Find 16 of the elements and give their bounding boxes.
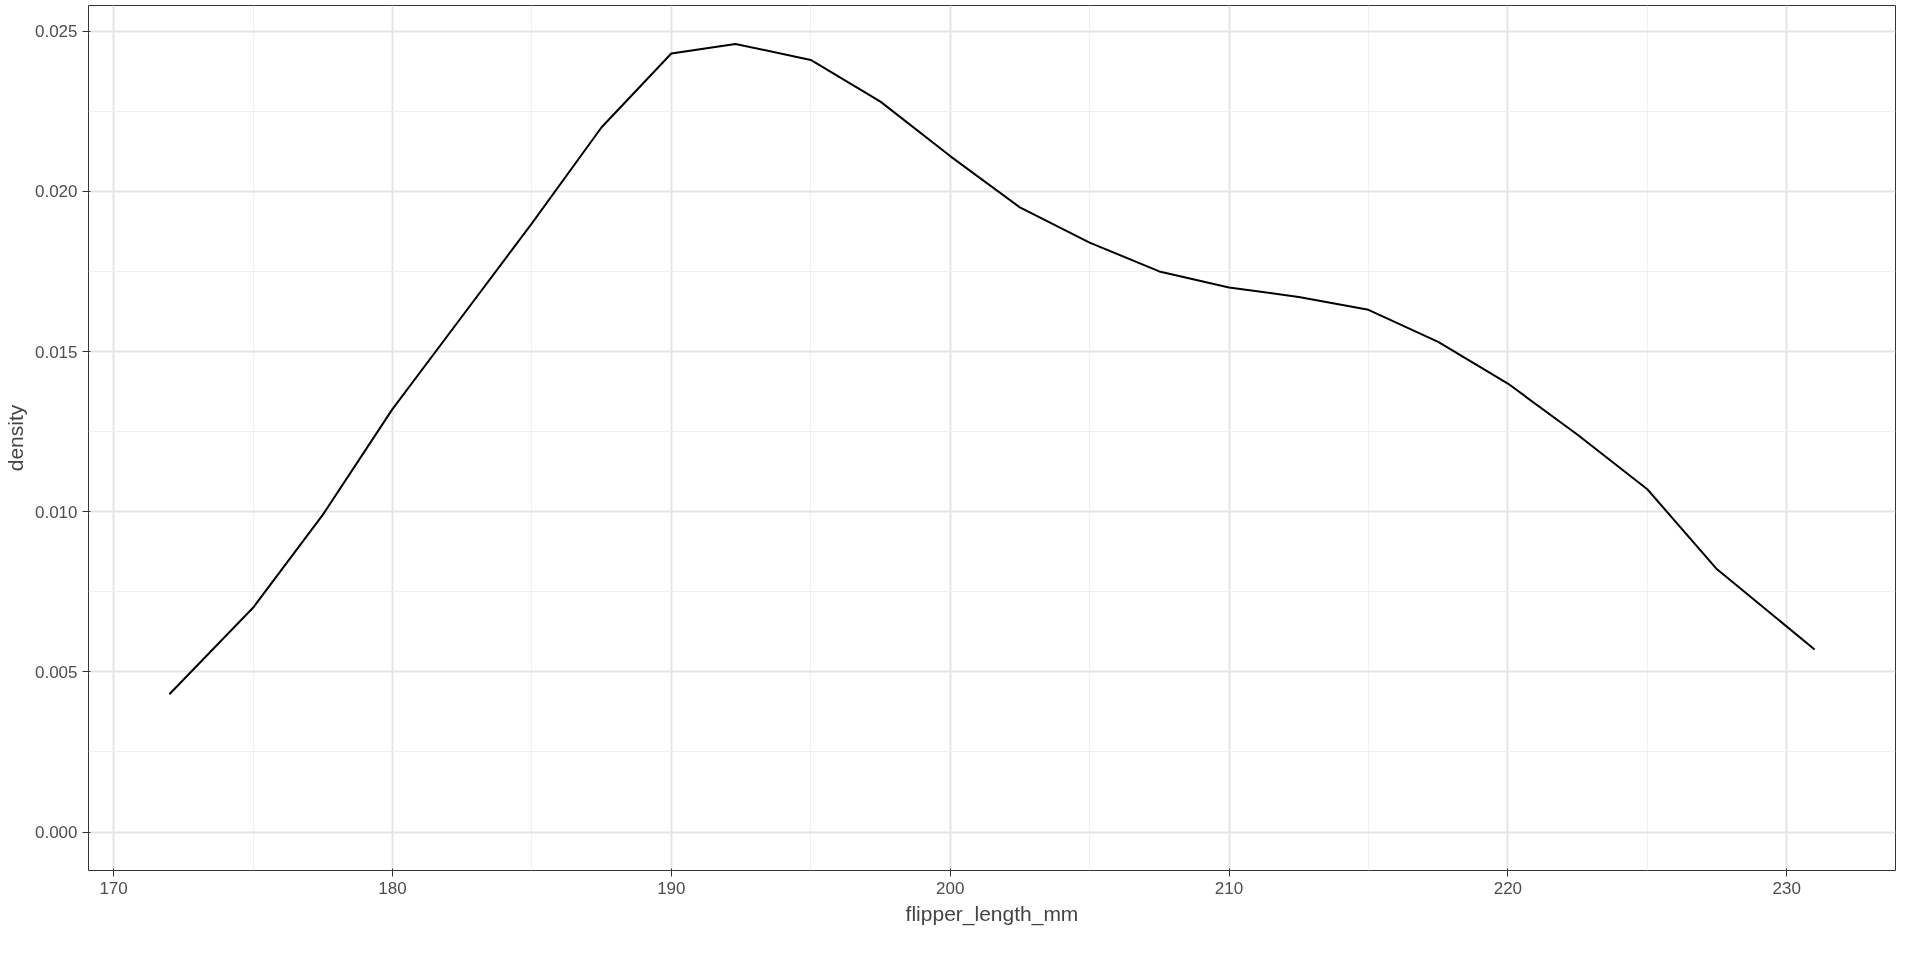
- x-tick-label: 210: [1214, 878, 1244, 898]
- y-tick-label: 0.020: [34, 182, 78, 202]
- x-axis-title: flipper_length_mm: [905, 901, 1079, 926]
- x-tick-label: 200: [935, 878, 965, 898]
- x-tick-label: 170: [99, 878, 128, 898]
- y-tick-label: 0.025: [34, 22, 78, 42]
- y-axis-title: density: [3, 404, 27, 472]
- x-tick-label: 220: [1493, 878, 1523, 898]
- x-tick-label: 180: [378, 878, 407, 898]
- y-tick-label: 0.015: [34, 342, 78, 362]
- x-tick-label: 230: [1772, 878, 1801, 898]
- y-tick-label: 0.005: [34, 662, 78, 682]
- y-tick-label: 0.000: [34, 823, 78, 843]
- y-tick-label: 0.010: [34, 502, 78, 522]
- x-tick-label: 190: [657, 878, 686, 898]
- line-series: [168, 42, 1816, 696]
